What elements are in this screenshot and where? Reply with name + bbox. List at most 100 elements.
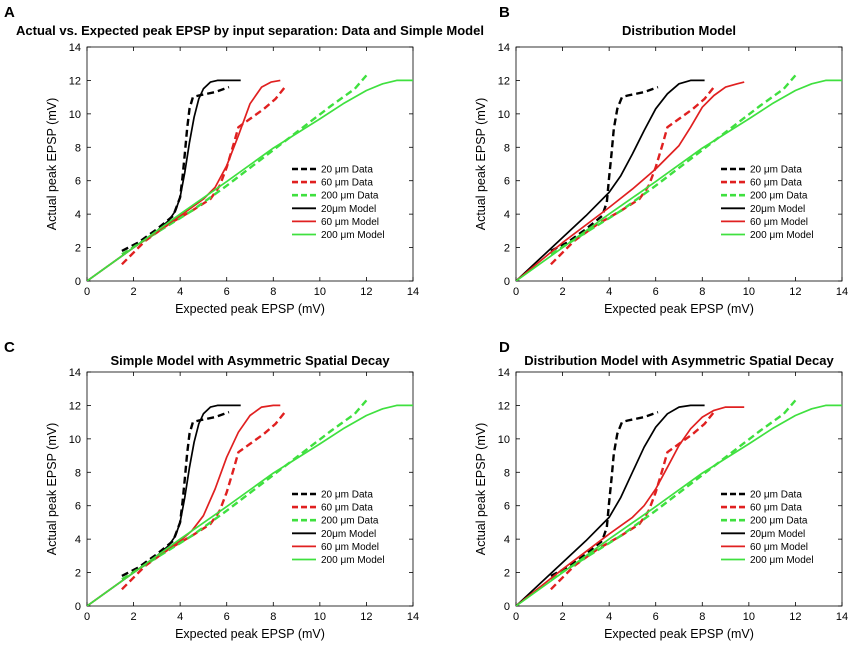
y-tick-label: 8 bbox=[504, 467, 510, 479]
series-line-20-um-data bbox=[121, 85, 230, 252]
x-tick-label: 2 bbox=[131, 286, 137, 298]
panel-letter: C bbox=[4, 339, 15, 356]
x-tick-label: 2 bbox=[560, 286, 566, 298]
y-tick-label: 6 bbox=[504, 501, 510, 513]
series-line-60-um-model bbox=[516, 81, 745, 281]
y-tick-label: 6 bbox=[75, 501, 81, 513]
y-tick-label: 12 bbox=[69, 400, 81, 412]
legend: 20 μm Data 60 μm Data 200 μm Data 20μm Mode… bbox=[721, 165, 814, 241]
x-tick-label: 10 bbox=[743, 611, 755, 623]
series-line-200-um-model bbox=[87, 404, 413, 606]
x-tick-label: 2 bbox=[131, 611, 137, 623]
x-tick-label: 10 bbox=[314, 611, 326, 623]
x-tick-label: 0 bbox=[84, 286, 90, 298]
y-tick-label: 14 bbox=[498, 42, 510, 54]
series-line-20-um-data bbox=[550, 85, 659, 252]
series-line-200-um-model bbox=[87, 79, 413, 281]
legend-entry: 20 μm Data bbox=[321, 490, 373, 501]
y-axis-label: Actual peak EPSP (mV) bbox=[45, 98, 59, 230]
y-tick-label: 2 bbox=[75, 243, 81, 255]
x-tick-label: 6 bbox=[224, 611, 230, 623]
y-tick-label: 12 bbox=[69, 75, 81, 87]
y-tick-label: 0 bbox=[75, 601, 81, 613]
x-tick-label: 6 bbox=[653, 611, 659, 623]
legend-entry: 60 μm Model bbox=[321, 217, 379, 228]
y-axis-label: Actual peak EPSP (mV) bbox=[474, 423, 488, 555]
x-tick-label: 12 bbox=[360, 286, 372, 298]
series-line-20-um-data bbox=[550, 410, 659, 577]
panel-b: B Distribution Model 0 2 4 6 8 10 12 14 0 2 4 6 8 10 12 1… bbox=[474, 4, 848, 316]
legend-entry: 60 μm Model bbox=[750, 542, 808, 553]
panel-letter: B bbox=[499, 4, 510, 21]
x-tick-label: 12 bbox=[789, 286, 801, 298]
panel-title: Actual vs. Expected peak EPSP by input s… bbox=[16, 23, 484, 38]
legend-entry: 20 μm Data bbox=[750, 490, 802, 501]
legend-entry: 200 μm Data bbox=[321, 191, 379, 202]
series-line-20-um-data bbox=[121, 410, 230, 577]
y-tick-label: 4 bbox=[504, 534, 510, 546]
series-line-200-um-data bbox=[550, 74, 797, 256]
x-tick-label: 2 bbox=[560, 611, 566, 623]
legend-entry: 60 μm Data bbox=[750, 178, 802, 189]
x-tick-label: 14 bbox=[836, 286, 848, 298]
x-axis-label: Expected peak EPSP (mV) bbox=[175, 627, 325, 641]
legend-entry: 60 μm Model bbox=[321, 542, 379, 553]
series-line-20um-model bbox=[516, 79, 705, 281]
y-tick-label: 2 bbox=[504, 243, 510, 255]
legend: 20 μm Data 60 μm Data 200 μm Data 20μm Mode… bbox=[292, 165, 385, 241]
y-axis-label: Actual peak EPSP (mV) bbox=[45, 423, 59, 555]
y-tick-label: 0 bbox=[75, 276, 81, 288]
y-tick-label: 8 bbox=[75, 467, 81, 479]
legend-entry: 200 μm Data bbox=[750, 516, 808, 527]
legend-entry: 20μm Model bbox=[750, 529, 805, 540]
panel-d: D Distribution Model with Asymmetric Spat… bbox=[474, 339, 848, 641]
y-tick-label: 0 bbox=[504, 601, 510, 613]
legend-entry: 200 μm Model bbox=[750, 230, 814, 241]
x-tick-label: 0 bbox=[513, 286, 519, 298]
legend-entry: 20μm Model bbox=[321, 204, 376, 215]
y-tick-label: 14 bbox=[498, 367, 510, 379]
panel-c: C Simple Model with Asymmetric Spatial De… bbox=[4, 339, 419, 641]
x-tick-label: 8 bbox=[699, 611, 705, 623]
x-tick-label: 4 bbox=[177, 611, 183, 623]
series-line-200-um-model bbox=[516, 79, 842, 281]
series-line-60-um-model bbox=[516, 406, 745, 606]
y-tick-label: 6 bbox=[504, 176, 510, 188]
x-axis-label: Expected peak EPSP (mV) bbox=[604, 302, 754, 316]
y-tick-label: 4 bbox=[75, 209, 81, 221]
x-tick-label: 8 bbox=[270, 286, 276, 298]
y-tick-label: 12 bbox=[498, 400, 510, 412]
x-tick-label: 10 bbox=[314, 286, 326, 298]
x-tick-label: 12 bbox=[789, 611, 801, 623]
y-tick-label: 2 bbox=[504, 568, 510, 580]
x-tick-label: 4 bbox=[177, 286, 183, 298]
x-tick-label: 0 bbox=[513, 611, 519, 623]
x-tick-label: 4 bbox=[606, 286, 612, 298]
y-tick-label: 8 bbox=[75, 142, 81, 154]
x-tick-label: 10 bbox=[743, 286, 755, 298]
x-tick-label: 12 bbox=[360, 611, 372, 623]
series-line-60-um-model bbox=[87, 79, 281, 281]
legend-entry: 60 μm Data bbox=[321, 503, 373, 514]
x-tick-label: 8 bbox=[699, 286, 705, 298]
x-tick-label: 0 bbox=[84, 611, 90, 623]
panel-title: Simple Model with Asymmetric Spatial Dec… bbox=[110, 353, 390, 368]
legend-entry: 200 μm Data bbox=[750, 191, 808, 202]
legend: 20 μm Data 60 μm Data 200 μm Data 20μm Mode… bbox=[721, 490, 814, 566]
y-tick-label: 8 bbox=[504, 142, 510, 154]
series-line-20um-model bbox=[516, 404, 705, 606]
legend: 20 μm Data 60 μm Data 200 μm Data 20μm Mode… bbox=[292, 490, 385, 566]
x-tick-label: 6 bbox=[224, 286, 230, 298]
panel-letter: D bbox=[499, 339, 510, 356]
legend-entry: 20 μm Data bbox=[321, 165, 373, 176]
legend-entry: 200 μm Model bbox=[321, 230, 385, 241]
y-tick-label: 4 bbox=[504, 209, 510, 221]
x-axis-label: Expected peak EPSP (mV) bbox=[175, 302, 325, 316]
panel-title: Distribution Model with Asymmetric Spati… bbox=[524, 353, 834, 368]
x-tick-label: 14 bbox=[407, 286, 419, 298]
series-line-200-um-data bbox=[550, 399, 797, 581]
legend-entry: 60 μm Data bbox=[750, 503, 802, 514]
legend-entry: 20μm Model bbox=[321, 529, 376, 540]
y-tick-label: 14 bbox=[69, 367, 81, 379]
